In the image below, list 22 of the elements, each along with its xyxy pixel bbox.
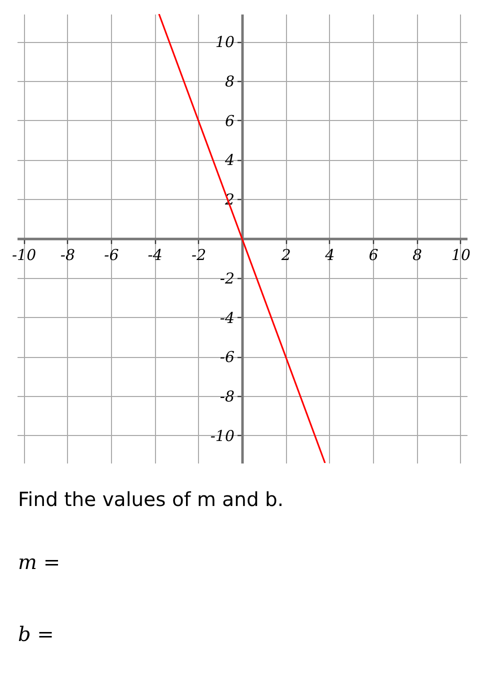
x-tick-label: -6 — [104, 246, 120, 264]
text: m = — [18, 550, 60, 574]
x-tick-label: 6 — [368, 246, 379, 264]
y-tick-label: -4 — [220, 308, 234, 327]
x-tick-label: 8 — [412, 246, 422, 264]
x-tick-label: -2 — [192, 246, 206, 264]
x-tick-label: 4 — [324, 246, 335, 264]
y-tick-label: -6 — [220, 348, 235, 366]
x-tick-label: -8 — [60, 246, 76, 264]
y-tick-label: 10 — [215, 33, 235, 52]
y-tick-label: -10 — [210, 426, 235, 445]
y-tick-label: 4 — [224, 151, 234, 170]
y-tick-label: 6 — [224, 112, 235, 130]
text: Find the values of m and b. — [18, 488, 284, 511]
y-tick-label: -2 — [220, 269, 234, 288]
x-tick-label: 10 — [451, 246, 471, 264]
y-tick-label: -8 — [220, 388, 234, 406]
x-tick-label: -10 — [12, 246, 37, 264]
text: b = — [18, 622, 54, 646]
x-tick-label: 2 — [280, 246, 291, 264]
y-tick-label: 8 — [224, 72, 234, 90]
x-tick-label: -4 — [148, 246, 162, 264]
